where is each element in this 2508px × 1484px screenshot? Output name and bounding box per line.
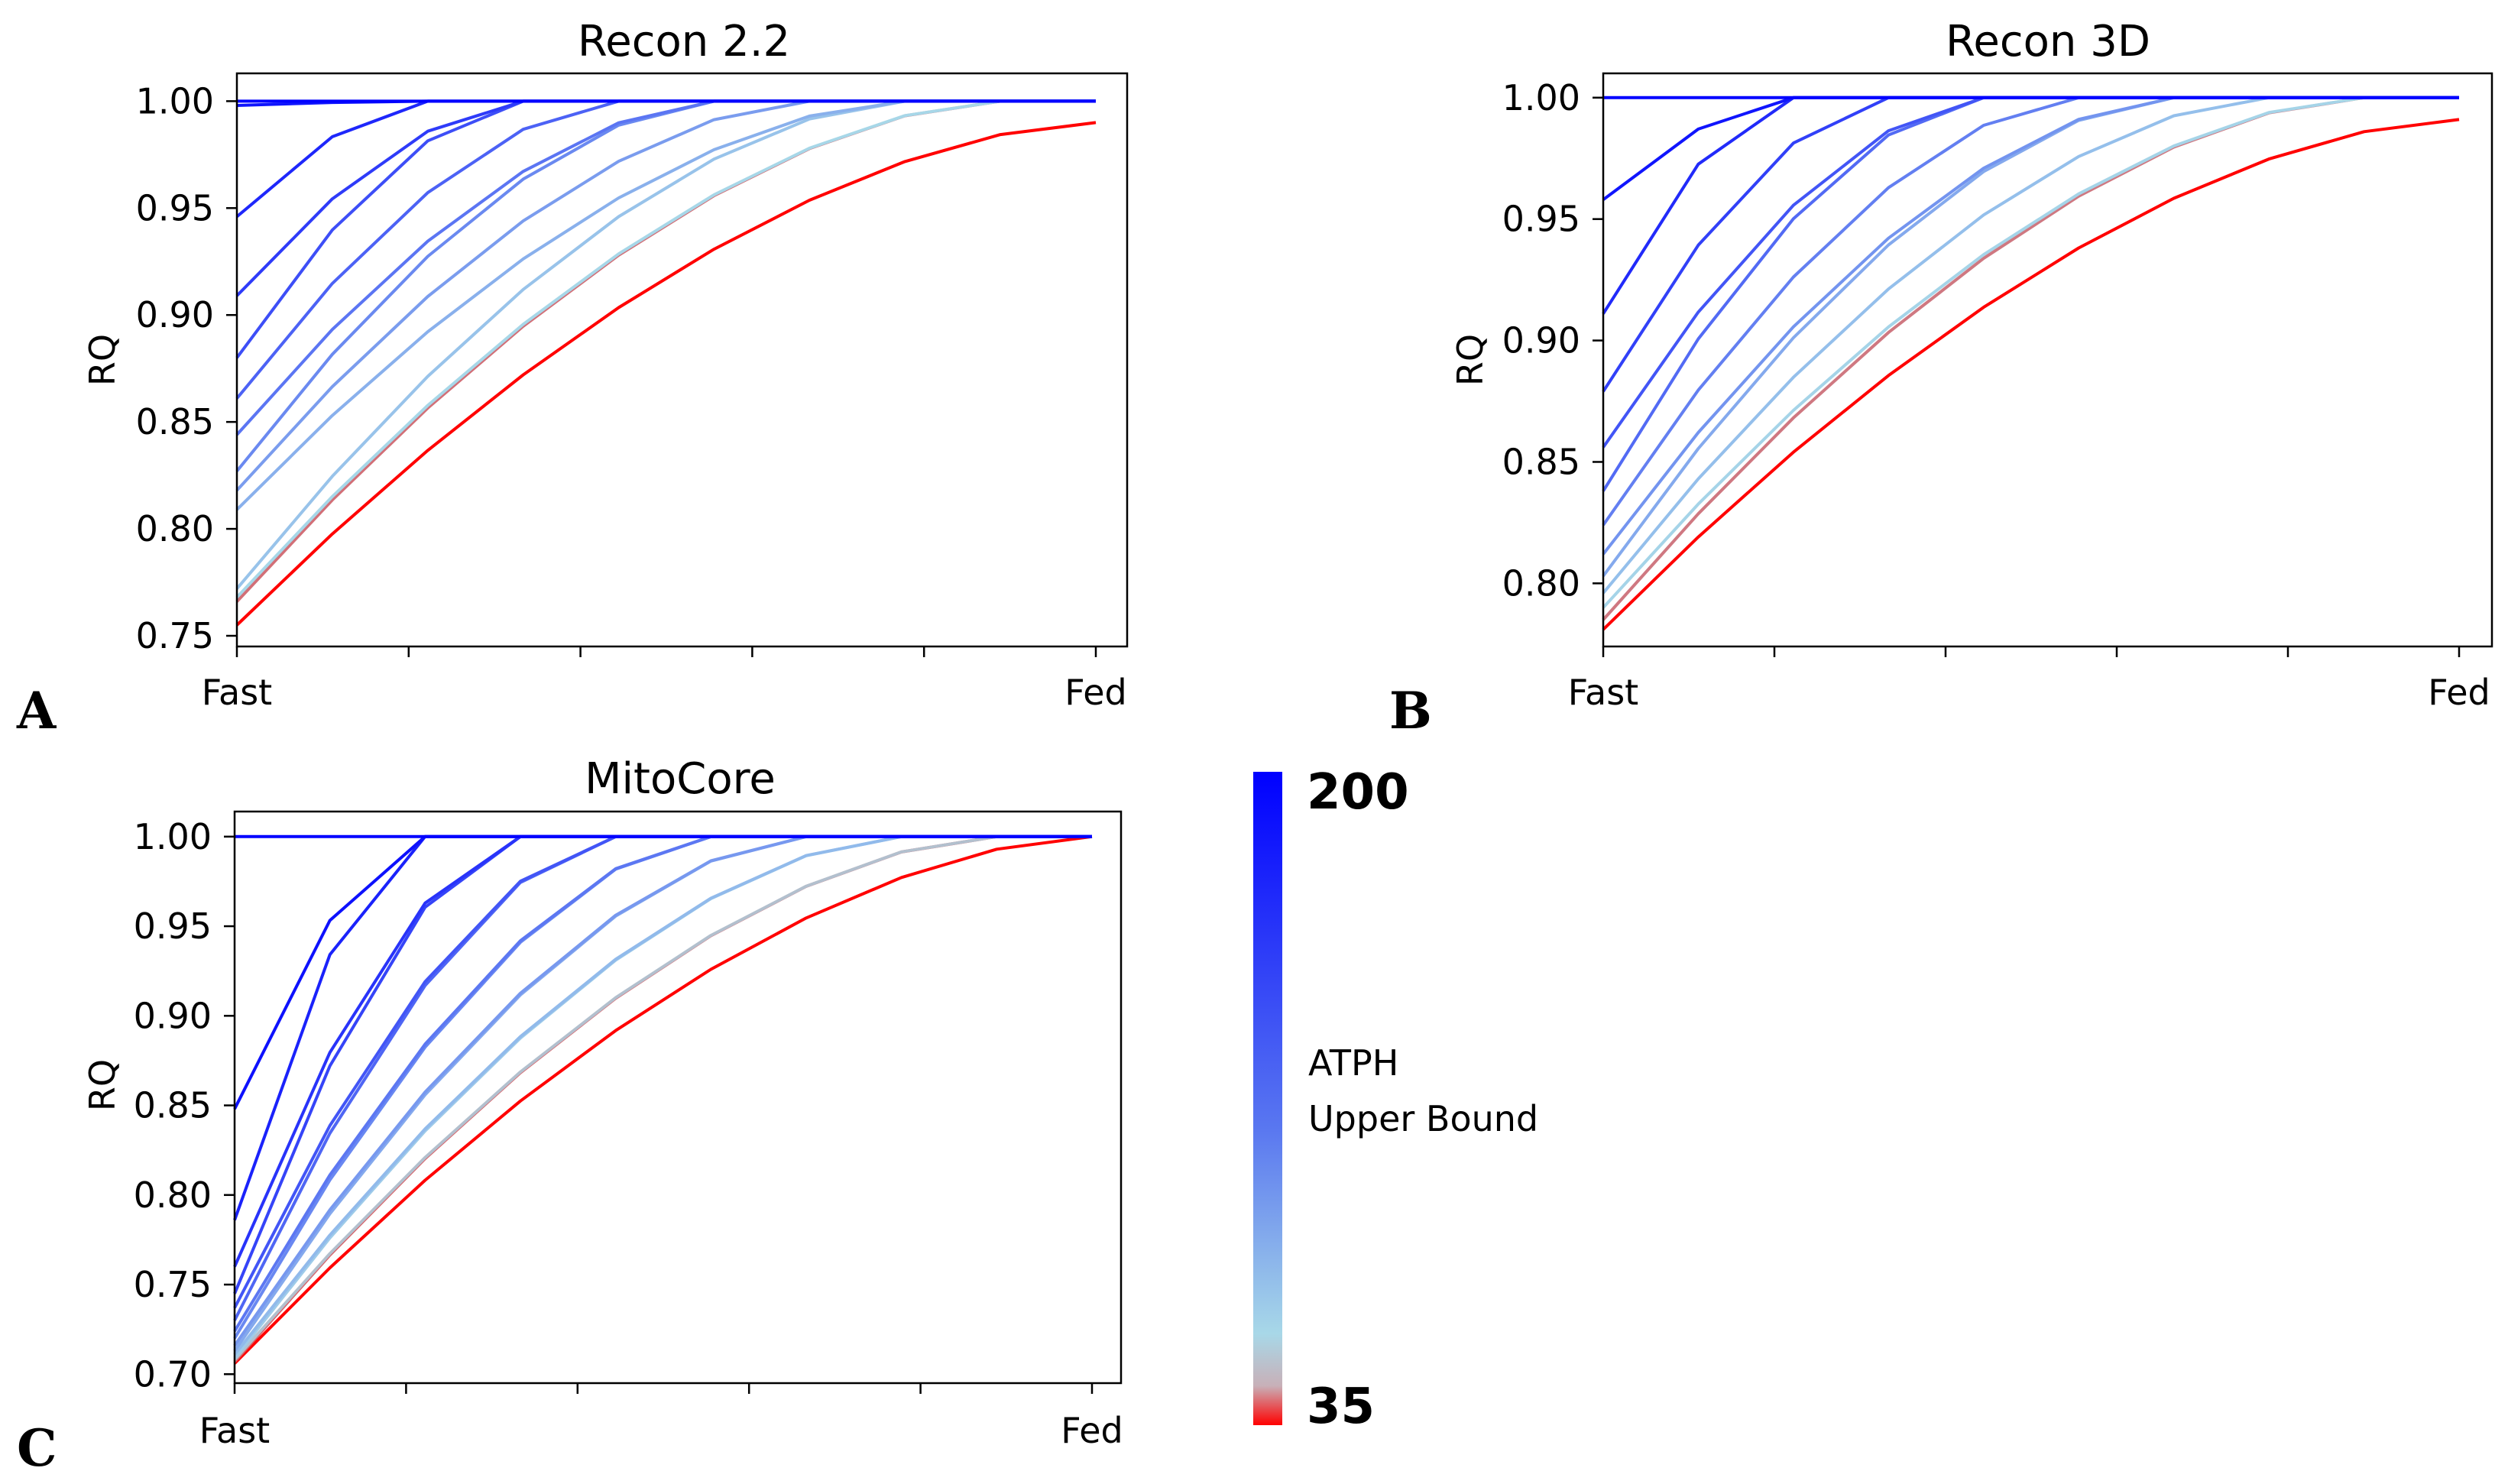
y-tick-label: 0.80 — [136, 508, 214, 549]
y-axis-ticks: 0.70 0.75 0.80 0.85 0.90 0.95 1.00 — [134, 816, 235, 1395]
series-line — [1602, 96, 2459, 315]
series-line — [233, 834, 1092, 1221]
x-tick-label-fed: Fed — [1064, 672, 1126, 713]
series-line — [233, 834, 1093, 1365]
series-line — [1602, 118, 2460, 631]
x-tick-label-fast: Fast — [202, 672, 272, 713]
x-axis-ticks — [235, 646, 1097, 657]
x-tick-label-fed: Fed — [2428, 672, 2490, 713]
x-axis-ticks — [233, 1383, 1094, 1394]
y-tick-label: 0.90 — [1502, 320, 1580, 361]
y-tick-label: 0.95 — [1502, 199, 1580, 240]
series-line — [233, 834, 1092, 1110]
x-tick-label-fast: Fast — [199, 1410, 270, 1451]
panel-mitocore: MitoCore 0.70 0.75 0.80 0.85 0.90 0.95 1.00 Fa… — [17, 754, 1123, 1478]
series-line — [235, 99, 1096, 598]
y-tick-label: 0.95 — [136, 187, 214, 228]
x-axis-ticks — [1602, 646, 2461, 657]
series-group — [1602, 96, 2460, 631]
colorbar: 200 35 ATPH Upper Bound — [1253, 764, 1538, 1435]
series-line — [1602, 96, 2459, 577]
y-tick-label: 0.85 — [1502, 441, 1580, 482]
colorbar-min-label: 35 — [1307, 1379, 1375, 1435]
series-line — [1602, 96, 2459, 556]
y-tick-label: 0.85 — [134, 1085, 212, 1126]
chart-title: MitoCore — [585, 754, 776, 804]
series-line — [1602, 96, 2459, 492]
y-tick-label: 1.00 — [136, 80, 214, 122]
y-tick-label: 0.85 — [136, 401, 214, 442]
panel-letter: B — [1389, 681, 1432, 740]
series-line — [1602, 96, 2459, 527]
series-group — [235, 99, 1097, 627]
panel-letter: C — [17, 1418, 57, 1478]
y-tick-label: 0.70 — [134, 1353, 212, 1395]
series-group — [233, 834, 1093, 1365]
y-tick-label: 0.80 — [134, 1175, 212, 1216]
y-tick-label: 0.80 — [1502, 562, 1580, 604]
series-line — [1602, 96, 2459, 595]
x-tick-label-fast: Fast — [1568, 672, 1638, 713]
y-axis-label: RQ — [82, 334, 123, 386]
y-tick-label: 0.90 — [136, 294, 214, 335]
y-axis-label: RQ — [1450, 334, 1491, 386]
series-line — [233, 834, 1092, 1321]
y-axis-label: RQ — [82, 1059, 123, 1111]
y-axis-ticks: 0.80 0.85 0.90 0.95 1.00 — [1502, 77, 1603, 604]
colorbar-gradient — [1253, 772, 1282, 1425]
plot-frame — [235, 72, 1129, 648]
plot-frame — [1602, 72, 2493, 648]
chart-title: Recon 2.2 — [578, 17, 790, 66]
panel-letter: A — [16, 681, 57, 740]
series-line — [233, 834, 1092, 1294]
colorbar-label-line1: ATPH — [1308, 1042, 1398, 1084]
y-axis-ticks: 0.75 0.80 0.85 0.90 0.95 1.00 — [136, 80, 237, 656]
y-tick-label: 1.00 — [1502, 77, 1580, 118]
colorbar-max-label: 200 — [1307, 764, 1409, 821]
x-tick-label-fed: Fed — [1061, 1410, 1123, 1451]
series-line — [233, 834, 1092, 1361]
series-line — [235, 99, 1096, 472]
chart-title: Recon 3D — [1946, 17, 2150, 66]
plot-frame — [233, 810, 1123, 1385]
y-tick-label: 0.75 — [136, 615, 214, 656]
y-tick-label: 0.75 — [134, 1264, 212, 1305]
y-tick-label: 0.95 — [134, 906, 212, 947]
colorbar-label-line2: Upper Bound — [1308, 1098, 1538, 1139]
series-line — [1602, 96, 2459, 609]
y-tick-label: 1.00 — [134, 816, 212, 857]
series-line — [235, 99, 1096, 492]
series-line — [1602, 96, 2459, 621]
series-line — [235, 121, 1097, 627]
panel-recon-3d: Recon 3D 0.80 0.85 0.90 0.95 1.00 Fast Fed R… — [1389, 17, 2493, 740]
series-line — [235, 99, 1096, 511]
y-tick-label: 0.90 — [134, 995, 212, 1036]
panel-recon-2-2: Recon 2.2 0.750.800.850.900.951.00 Fast … — [16, 17, 1129, 740]
